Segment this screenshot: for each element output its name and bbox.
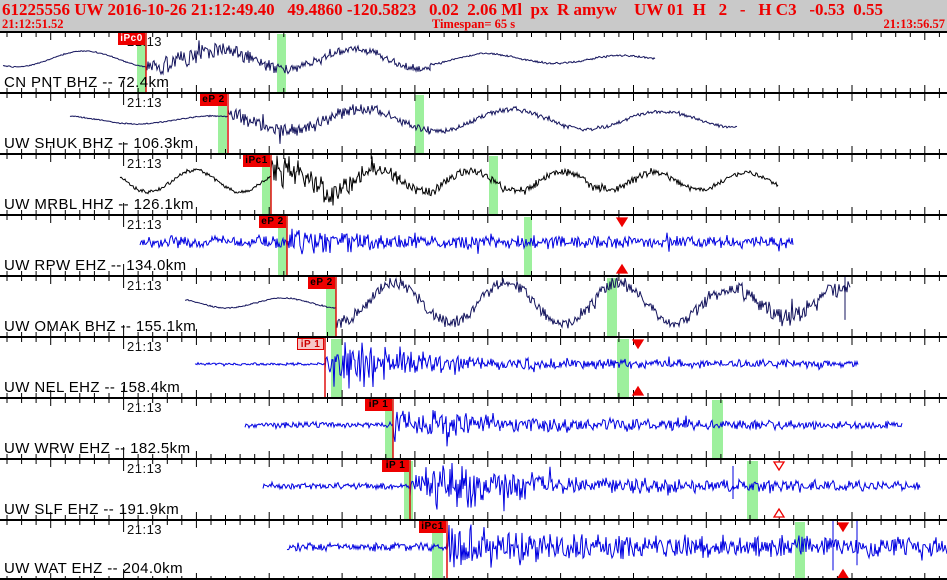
pick-label[interactable]: iPc1 <box>243 155 270 167</box>
time-ticks <box>6 277 940 336</box>
minute-label: 21:13 <box>127 278 163 293</box>
coda-marker-triangle[interactable] <box>631 385 645 396</box>
window-start-time: 21:12:51.52 <box>2 17 64 31</box>
minute-label: 21:13 <box>127 339 163 354</box>
station-label: UW WAT EHZ -- 204.0km <box>4 560 183 577</box>
waveform-plot[interactable] <box>0 460 947 519</box>
waveform-plot[interactable] <box>0 33 947 92</box>
pick-label[interactable]: iPc0 <box>118 33 145 45</box>
time-ticks <box>6 216 940 275</box>
green-highlight-band <box>432 522 443 578</box>
trace-panel-rpw[interactable]: 21:13 UW RPW EHZ -- 134.0km eP 2 <box>0 214 947 275</box>
green-highlight-band <box>278 217 287 275</box>
coda-marker-triangle[interactable] <box>615 263 629 274</box>
time-ticks <box>6 338 940 397</box>
station-label: UW WRW EHZ -- 182.5km <box>4 440 191 457</box>
green-highlight-band <box>277 34 286 92</box>
green-highlight-band <box>331 339 342 397</box>
coda-marker-triangle[interactable] <box>631 339 645 350</box>
waveform-plot[interactable] <box>0 94 947 153</box>
green-highlight-band <box>415 95 424 153</box>
station-label: UW OMAK BHZ -- 155.1km <box>4 318 197 335</box>
coda-marker-triangle[interactable] <box>772 461 786 472</box>
trace-panel-slf[interactable]: 21:13 UW SLF EHZ -- 191.9km iP 1 <box>0 458 947 519</box>
waveform-trace <box>2 40 656 76</box>
station-label: UW SLF EHZ -- 191.9km <box>4 501 180 518</box>
green-highlight-band <box>404 461 413 519</box>
green-highlight-band <box>385 400 393 458</box>
time-ticks <box>6 521 940 578</box>
green-highlight-band <box>326 278 336 336</box>
trace-panel-mrbl[interactable]: 21:13 UW MRBL HHZ -- 126.1km iPc1 <box>0 153 947 214</box>
station-label: UW SHUK BHZ -- 106.3km <box>4 135 194 152</box>
pick-label[interactable]: iP 1 <box>297 338 324 350</box>
waveform-trace <box>184 277 851 329</box>
waveform-trace <box>262 462 921 512</box>
pick-label[interactable]: iPc1 <box>419 521 446 533</box>
waveform-plot[interactable] <box>0 521 947 580</box>
event-summary: 61225556 UW 2016-10-26 21:12:49.40 49.48… <box>2 0 883 19</box>
trace-panel-wrw[interactable]: 21:13 UW WRW EHZ -- 182.5km iP 1 <box>0 397 947 458</box>
timespan-label: Timespan= 65 s <box>431 17 516 31</box>
coda-marker-triangle[interactable] <box>615 217 629 228</box>
trace-panel-omak[interactable]: 21:13 UW OMAK BHZ -- 155.1km eP 2 <box>0 275 947 336</box>
waveform-area: 21:13 CN PNT BHZ -- 72.4km iPc0 21:13 UW… <box>0 31 947 580</box>
minute-label: 21:13 <box>127 522 163 537</box>
waveform-plot[interactable] <box>0 155 947 214</box>
green-highlight-band <box>262 156 271 214</box>
pick-label[interactable]: iP 1 <box>365 399 392 411</box>
station-label: CN PNT BHZ -- 72.4km <box>4 74 170 91</box>
waveform-trace <box>69 104 738 144</box>
pick-label[interactable]: eP 2 <box>259 216 286 228</box>
pick-label[interactable]: iP 1 <box>382 460 409 472</box>
waveform-trace <box>194 342 859 389</box>
trace-panel-shuk[interactable]: 21:13 UW SHUK BHZ -- 106.3km eP 2 <box>0 92 947 153</box>
pick-label[interactable]: eP 2 <box>200 94 227 106</box>
green-highlight-band <box>617 339 629 397</box>
trace-panel-pnt[interactable]: 21:13 CN PNT BHZ -- 72.4km iPc0 <box>0 31 947 92</box>
minute-label: 21:13 <box>127 400 163 415</box>
coda-marker-triangle[interactable] <box>836 522 850 533</box>
green-highlight-band <box>137 34 146 92</box>
minute-label: 21:13 <box>127 95 163 110</box>
waveform-trace <box>244 410 903 447</box>
minute-label: 21:13 <box>127 217 163 232</box>
trace-panel-nel[interactable]: 21:13 UW NEL EHZ -- 158.4km iP 1 <box>0 336 947 397</box>
station-label: UW NEL EHZ -- 158.4km <box>4 379 181 396</box>
time-ticks <box>6 399 940 458</box>
waveform-trace <box>119 155 779 206</box>
coda-marker-triangle[interactable] <box>772 507 786 518</box>
time-window-bar: 21:12:51.52 Timespan= 65 s 21:13:56.57 <box>0 18 947 31</box>
waveform-plot[interactable] <box>0 216 947 275</box>
minute-label: 21:13 <box>127 461 163 476</box>
green-highlight-band <box>524 217 532 275</box>
green-highlight-band <box>218 95 227 153</box>
trace-panel-wat[interactable]: 21:13 UW WAT EHZ -- 204.0km iPc1 <box>0 519 947 580</box>
time-ticks <box>6 33 940 92</box>
station-label: UW MRBL HHZ -- 126.1km <box>4 196 194 213</box>
station-label: UW RPW EHZ -- 134.0km <box>4 257 187 274</box>
time-ticks <box>6 460 940 519</box>
minute-label: 21:13 <box>127 156 163 171</box>
waveform-plot[interactable] <box>0 399 947 458</box>
event-header: 61225556 UW 2016-10-26 21:12:49.40 49.48… <box>0 0 947 31</box>
waveform-plot[interactable] <box>0 277 947 336</box>
green-highlight-band <box>607 278 617 336</box>
waveform-trace <box>139 228 794 255</box>
waveform-trace <box>286 521 947 571</box>
green-highlight-band <box>712 400 723 458</box>
time-ticks <box>6 155 940 214</box>
waveform-plot[interactable] <box>0 338 947 397</box>
pick-label[interactable]: eP 2 <box>308 277 335 289</box>
green-highlight-band <box>489 156 498 214</box>
window-end-time: 21:13:56.57 <box>883 17 945 31</box>
coda-marker-triangle[interactable] <box>837 568 849 578</box>
